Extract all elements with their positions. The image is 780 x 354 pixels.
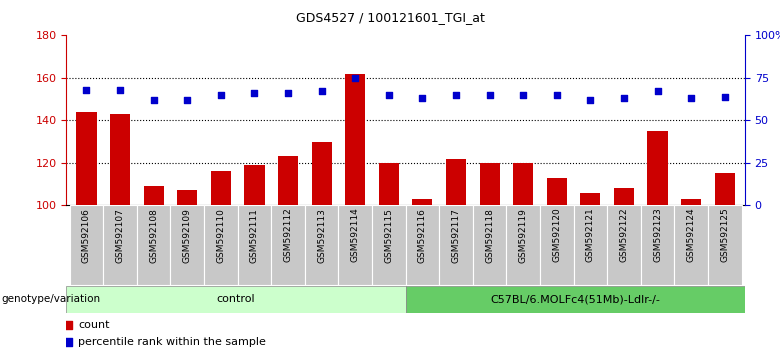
Text: GSM592117: GSM592117 (452, 208, 460, 263)
Bar (244, 165, 264, 205)
Bar (708, 205, 742, 285)
FancyArrow shape (39, 295, 64, 304)
Text: GSM592113: GSM592113 (317, 208, 326, 263)
Text: GSM592118: GSM592118 (485, 208, 494, 263)
Point (651, 88, 664, 94)
Bar (446, 159, 466, 205)
Bar (278, 156, 298, 205)
Point (114, 87, 126, 93)
Bar (103, 205, 136, 285)
Text: GSM592116: GSM592116 (418, 208, 427, 263)
Bar (372, 205, 406, 285)
Text: percentile rank within the sample: percentile rank within the sample (78, 337, 266, 347)
Point (685, 96, 697, 101)
Bar (136, 205, 171, 285)
Bar (513, 163, 534, 205)
Bar (413, 199, 432, 205)
Text: control: control (217, 295, 255, 304)
Text: GSM592110: GSM592110 (216, 208, 225, 263)
Bar (714, 173, 735, 205)
Bar (547, 178, 567, 205)
Bar (640, 205, 675, 285)
Text: GSM592109: GSM592109 (183, 208, 192, 263)
Point (315, 88, 328, 94)
Text: GSM592112: GSM592112 (283, 208, 292, 262)
Bar (580, 193, 601, 205)
Bar (171, 205, 204, 285)
Text: GSM592119: GSM592119 (519, 208, 528, 263)
Point (62, 322, 74, 328)
Text: C57BL/6.MOLFc4(51Mb)-Ldlr-/-: C57BL/6.MOLFc4(51Mb)-Ldlr-/- (491, 295, 660, 304)
Point (181, 97, 193, 103)
Bar (177, 190, 197, 205)
Bar (473, 205, 506, 285)
Bar (681, 199, 701, 205)
Bar (345, 74, 365, 205)
Point (349, 75, 361, 81)
Bar (406, 286, 745, 313)
Text: GSM592107: GSM592107 (115, 208, 125, 263)
Point (450, 92, 463, 98)
Text: GSM592114: GSM592114 (351, 208, 360, 262)
Bar (204, 205, 238, 285)
Bar (339, 205, 372, 285)
Point (517, 92, 530, 98)
Point (248, 90, 261, 96)
Point (282, 90, 294, 96)
Bar (110, 114, 130, 205)
Point (618, 96, 630, 101)
Bar (271, 205, 305, 285)
Bar (305, 205, 339, 285)
Bar (480, 163, 500, 205)
Point (417, 96, 429, 101)
Point (718, 94, 731, 99)
Bar (379, 163, 399, 205)
Point (584, 97, 597, 103)
Text: count: count (78, 320, 110, 330)
Bar (144, 186, 164, 205)
Bar (311, 142, 332, 205)
Bar (607, 205, 640, 285)
Bar (675, 205, 708, 285)
Bar (540, 205, 573, 285)
Text: GSM592115: GSM592115 (385, 208, 393, 263)
Text: GSM592111: GSM592111 (250, 208, 259, 263)
Bar (573, 205, 607, 285)
Text: genotype/variation: genotype/variation (2, 295, 101, 304)
Bar (69, 205, 103, 285)
Bar (66, 286, 406, 313)
Text: GSM592123: GSM592123 (653, 208, 662, 262)
Bar (506, 205, 540, 285)
Bar (614, 188, 634, 205)
Point (147, 97, 160, 103)
Text: GSM592124: GSM592124 (686, 208, 696, 262)
Point (551, 92, 563, 98)
Point (215, 92, 227, 98)
Bar (647, 131, 668, 205)
Point (62, 339, 74, 344)
Text: GSM592108: GSM592108 (149, 208, 158, 263)
Text: GSM592122: GSM592122 (619, 208, 629, 262)
Point (80, 87, 93, 93)
Point (382, 92, 395, 98)
Bar (439, 205, 473, 285)
Bar (76, 112, 97, 205)
Text: GSM592121: GSM592121 (586, 208, 595, 262)
Bar (211, 171, 231, 205)
Point (484, 92, 496, 98)
Text: GSM592125: GSM592125 (720, 208, 729, 262)
Text: GSM592106: GSM592106 (82, 208, 91, 263)
Bar (406, 205, 439, 285)
Text: GSM592120: GSM592120 (552, 208, 562, 262)
Text: GDS4527 / 100121601_TGI_at: GDS4527 / 100121601_TGI_at (296, 11, 484, 24)
Bar (238, 205, 271, 285)
